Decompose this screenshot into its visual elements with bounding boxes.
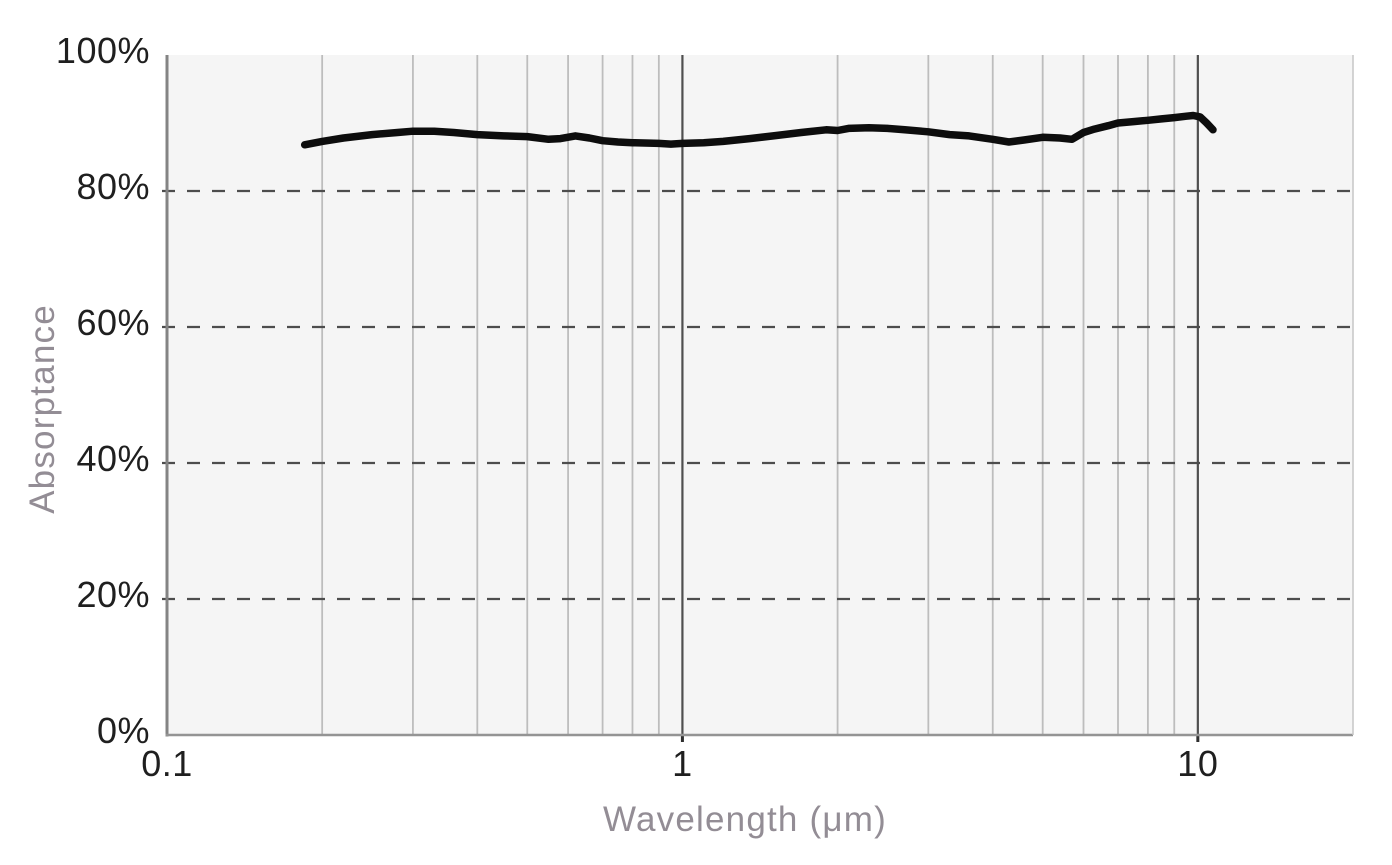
y-tick-label-40: 40% bbox=[76, 438, 150, 479]
x-axis-title: Wavelength (μm) bbox=[603, 800, 887, 839]
y-axis-title: Absorptance bbox=[23, 304, 62, 514]
y-tick-label-80: 80% bbox=[76, 166, 150, 207]
absorptance-curve bbox=[300, 111, 1217, 149]
x-tick-label-10: 10 bbox=[1177, 743, 1219, 784]
x-tick-label-0.1: 0.1 bbox=[141, 743, 193, 784]
x-tick-label-1: 1 bbox=[672, 743, 693, 784]
y-tick-label-0: 0% bbox=[96, 710, 150, 751]
y-tick-label-60: 60% bbox=[76, 302, 150, 343]
plot-panel-background bbox=[167, 55, 1353, 735]
y-tick-label-20: 20% bbox=[76, 574, 150, 615]
y-tick-label-100: 100% bbox=[55, 30, 150, 71]
